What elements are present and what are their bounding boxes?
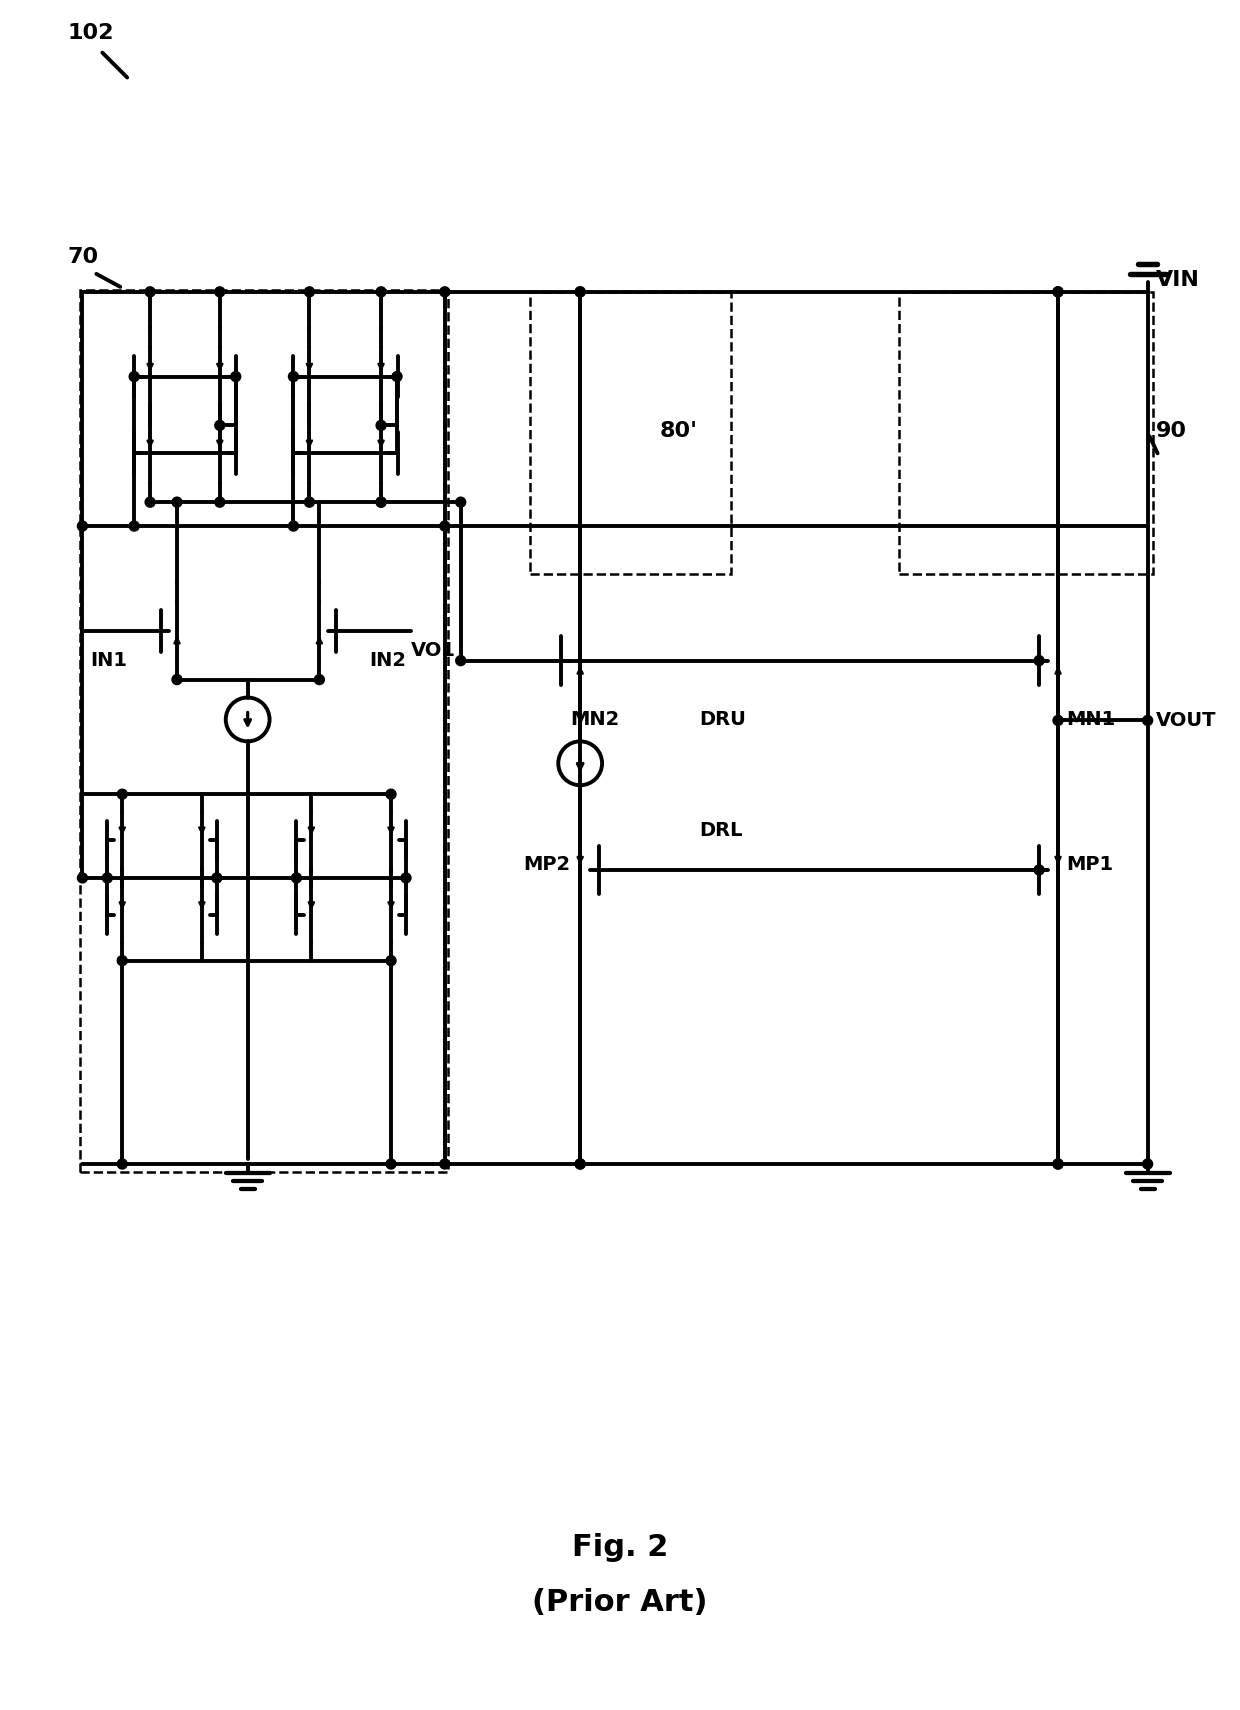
Circle shape xyxy=(118,956,128,966)
Circle shape xyxy=(212,872,222,882)
Circle shape xyxy=(129,522,139,532)
Circle shape xyxy=(440,287,450,298)
Bar xyxy=(531,292,732,575)
Text: MN1: MN1 xyxy=(1066,710,1115,730)
Text: (Prior Art): (Prior Art) xyxy=(532,1589,708,1618)
Text: DRU: DRU xyxy=(699,710,746,730)
Text: VOUT: VOUT xyxy=(1156,711,1216,730)
Circle shape xyxy=(440,1159,450,1170)
Text: IN1: IN1 xyxy=(91,652,128,670)
Circle shape xyxy=(289,371,299,381)
Circle shape xyxy=(118,790,128,799)
Circle shape xyxy=(305,498,315,508)
Bar xyxy=(899,292,1153,575)
Circle shape xyxy=(291,872,301,882)
Circle shape xyxy=(145,287,155,298)
Circle shape xyxy=(215,421,224,431)
Circle shape xyxy=(376,498,386,508)
Circle shape xyxy=(215,498,224,508)
Circle shape xyxy=(1034,865,1044,876)
Text: VIN: VIN xyxy=(1156,270,1199,291)
Text: MN2: MN2 xyxy=(570,710,620,730)
Circle shape xyxy=(440,522,450,532)
Circle shape xyxy=(386,790,396,799)
Circle shape xyxy=(456,655,466,665)
Bar xyxy=(81,289,448,1171)
Circle shape xyxy=(172,674,182,684)
Circle shape xyxy=(401,872,410,882)
Circle shape xyxy=(1142,715,1153,725)
Text: 70: 70 xyxy=(67,246,99,267)
Circle shape xyxy=(215,287,224,298)
Circle shape xyxy=(386,956,396,966)
Circle shape xyxy=(392,371,402,381)
Circle shape xyxy=(1053,1159,1063,1170)
Text: 90: 90 xyxy=(1156,421,1187,441)
Circle shape xyxy=(376,421,386,431)
Circle shape xyxy=(575,287,585,298)
Text: Fig. 2: Fig. 2 xyxy=(572,1534,668,1563)
Text: MP2: MP2 xyxy=(523,855,570,874)
Text: DRL: DRL xyxy=(699,821,743,840)
Circle shape xyxy=(456,498,466,508)
Circle shape xyxy=(1142,1159,1153,1170)
Circle shape xyxy=(289,522,299,532)
Text: VO1: VO1 xyxy=(410,641,456,660)
Circle shape xyxy=(231,371,241,381)
Circle shape xyxy=(172,498,182,508)
Circle shape xyxy=(386,1159,396,1170)
Circle shape xyxy=(305,287,315,298)
Circle shape xyxy=(315,674,325,684)
Circle shape xyxy=(1034,655,1044,665)
Text: 102: 102 xyxy=(67,22,114,43)
Circle shape xyxy=(129,371,139,381)
Text: MP1: MP1 xyxy=(1066,855,1114,874)
Circle shape xyxy=(77,522,87,532)
Circle shape xyxy=(575,1159,585,1170)
Text: IN2: IN2 xyxy=(370,652,407,670)
Circle shape xyxy=(118,1159,128,1170)
Circle shape xyxy=(1053,1159,1063,1170)
Circle shape xyxy=(376,287,386,298)
Circle shape xyxy=(103,872,113,882)
Circle shape xyxy=(575,287,585,298)
Circle shape xyxy=(1053,287,1063,298)
Circle shape xyxy=(145,498,155,508)
Text: 80': 80' xyxy=(660,421,698,441)
Circle shape xyxy=(1053,715,1063,725)
Circle shape xyxy=(1053,287,1063,298)
Circle shape xyxy=(77,872,87,882)
Circle shape xyxy=(575,1159,585,1170)
Circle shape xyxy=(376,498,386,508)
